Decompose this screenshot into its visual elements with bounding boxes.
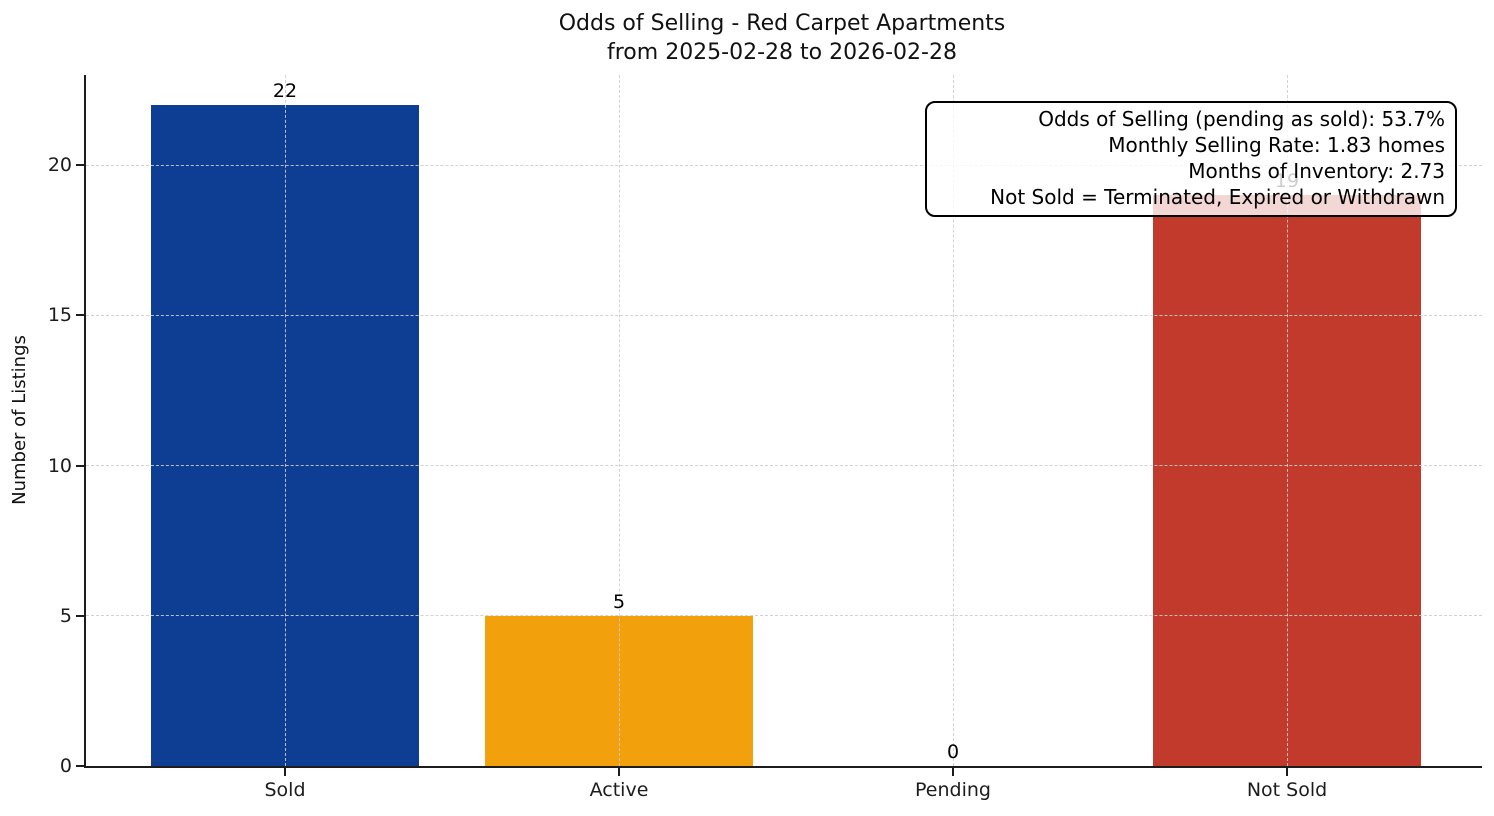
x-tick-mark [284,768,286,776]
bar-value-label: 22 [272,80,298,103]
bar-value-label: 0 [946,741,960,763]
x-tick-label: Sold [264,779,306,801]
annotation-line: Monthly Selling Rate: 1.83 homes [1108,133,1445,157]
y-tick-label: 15 [47,304,72,327]
bar-sold [151,105,419,766]
y-axis-label: Number of Listings [9,335,30,505]
x-tick-label: Not Sold [1246,779,1328,801]
x-tick-mark [952,768,954,776]
bar-value-label: 5 [612,590,626,613]
annotation-line: Not Sold = Terminated, Expired or Withdr… [990,185,1445,209]
bar-active [485,615,753,766]
chart-subtitle: from 2025-02-28 to 2026-02-28 [607,40,957,65]
annotation-box: Odds of Selling (pending as sold): 53.7%… [925,101,1457,217]
annotation-line: Odds of Selling (pending as sold): 53.7% [1038,107,1445,131]
y-tick-mark [76,314,84,317]
y-tick-mark [76,164,84,167]
y-tick-label: 10 [47,454,72,477]
chart-title-block: Odds of Selling - Red Carpet Apartments … [84,9,1480,67]
y-tick-label: 5 [59,604,72,627]
x-tick-label: Pending [915,779,991,801]
y-tick-label: 20 [47,154,72,177]
x-tick-label: Active [589,779,649,801]
x-tick-mark [1286,768,1288,776]
y-tick-mark [76,765,84,767]
bar-not-sold [1153,195,1421,766]
x-tick-mark [618,768,620,776]
chart-title: Odds of Selling - Red Carpet Apartments [558,11,1006,36]
y-tick-label: 0 [59,755,72,777]
annotation-line: Months of Inventory: 2.73 [1188,159,1445,183]
y-tick-mark [76,464,84,467]
y-tick-mark [76,614,84,617]
